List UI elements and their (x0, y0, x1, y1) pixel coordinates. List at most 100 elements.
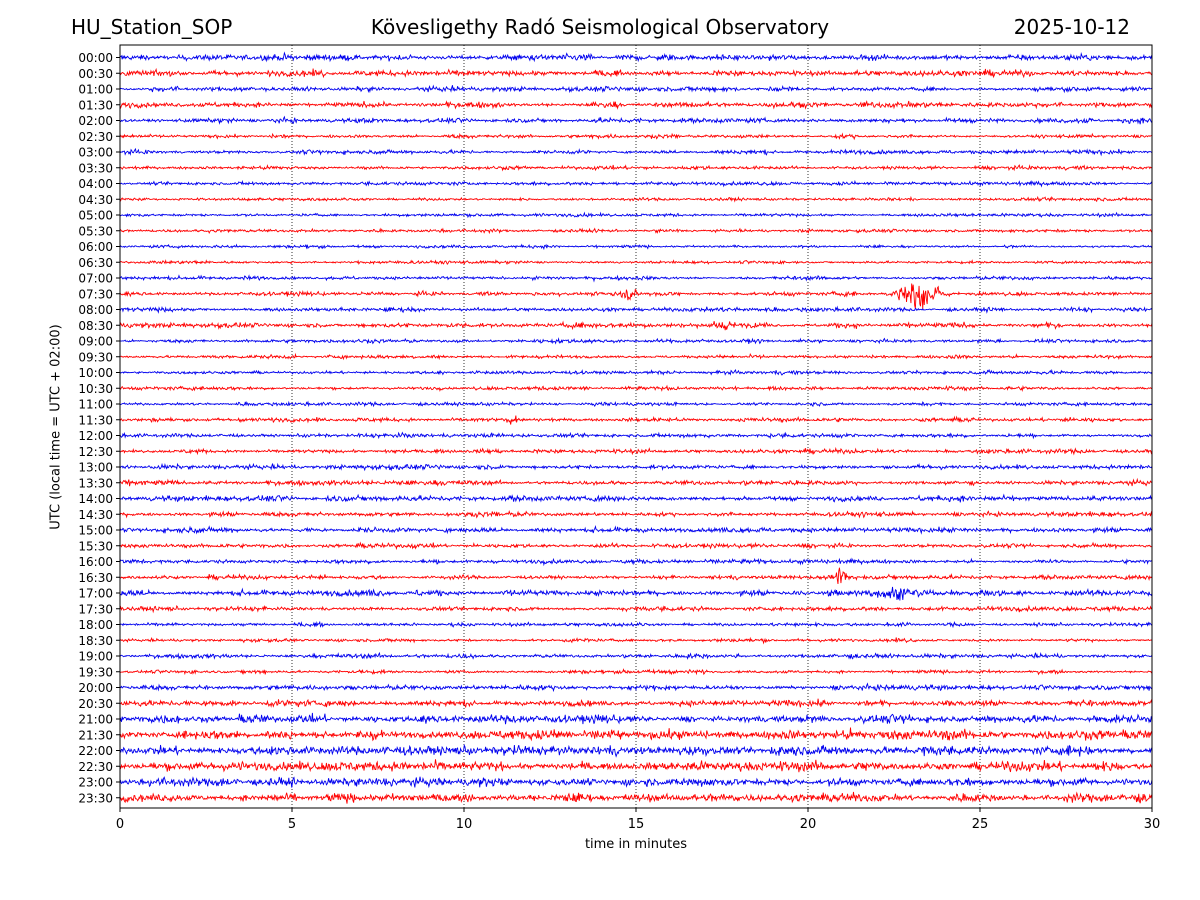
x-tick-label: 0 (116, 817, 124, 832)
trace-0230 (119, 132, 1153, 141)
trace-1600 (119, 557, 1153, 567)
trace-2230 (119, 759, 1153, 773)
y-tick-label: 02:00 (78, 114, 113, 128)
y-tick-label: 01:30 (78, 98, 113, 112)
trace-0300 (119, 147, 1153, 157)
trace-0430 (119, 195, 1153, 203)
y-tick-label: 00:00 (78, 51, 113, 65)
trace-1630 (119, 567, 1153, 584)
trace-1430 (119, 509, 1153, 519)
y-tick-label: 00:30 (78, 67, 113, 81)
y-tick-label: 14:30 (78, 508, 113, 522)
trace-0330 (119, 164, 1153, 172)
y-tick-label: 23:00 (78, 776, 113, 790)
trace-1200 (119, 431, 1153, 440)
y-tick-label: 10:30 (78, 382, 113, 396)
trace-1130 (119, 415, 1153, 425)
y-tick-label: 05:00 (78, 209, 113, 223)
y-tick-label: 09:30 (78, 350, 113, 364)
trace-0200 (119, 115, 1153, 125)
trace-1830 (119, 636, 1153, 645)
y-tick-label: 03:30 (78, 161, 113, 175)
trace-1930 (119, 668, 1153, 676)
trace-1300 (119, 462, 1153, 472)
trace-0530 (119, 227, 1153, 235)
y-tick-label: 12:00 (78, 429, 113, 443)
trace-1900 (119, 651, 1153, 660)
y-axis-label-wrap: UTC (local time = UTC + 02:00) (41, 45, 71, 808)
trace-0100 (119, 84, 1153, 94)
y-tick-label: 11:00 (78, 398, 113, 412)
y-tick-label: 03:00 (78, 146, 113, 160)
x-tick-label: 10 (456, 817, 473, 832)
y-tick-label: 09:00 (78, 335, 113, 349)
trace-1100 (119, 400, 1153, 408)
y-tick-label: 08:30 (78, 319, 113, 333)
chart-title: Köveslig­ethy Radó Seismological Observa… (370, 15, 830, 39)
trace-2100 (119, 712, 1153, 725)
y-tick-label: 16:30 (78, 571, 113, 585)
y-tick-label: 18:00 (78, 618, 113, 632)
trace-1530 (120, 541, 1153, 551)
trace-0630 (119, 259, 1153, 266)
y-tick-label: 14:00 (78, 492, 113, 506)
x-tick-label: 30 (1144, 817, 1161, 832)
trace-0500 (119, 211, 1153, 219)
station-name: HU_Station_SOP (71, 15, 233, 39)
y-tick-label: 13:00 (78, 461, 113, 475)
y-tick-label: 23:30 (78, 791, 113, 805)
trace-0400 (119, 179, 1153, 188)
trace-2130 (119, 727, 1153, 742)
y-tick-label: 12:30 (78, 445, 113, 459)
trace-2000 (119, 682, 1153, 693)
y-tick-label: 18:30 (78, 634, 113, 648)
y-tick-label: 16:00 (78, 555, 113, 569)
y-tick-label: 11:30 (78, 413, 113, 427)
y-tick-label: 19:00 (78, 650, 113, 664)
y-tick-label: 19:30 (78, 665, 113, 679)
trace-1500 (119, 524, 1153, 535)
y-tick-label: 06:00 (78, 240, 113, 254)
trace-0730 (119, 283, 1153, 310)
y-tick-label: 07:30 (78, 287, 113, 301)
x-tick-label: 15 (628, 817, 645, 832)
y-tick-label: 01:00 (78, 83, 113, 97)
chart-date: 2025-10-12 (1013, 15, 1130, 39)
trace-2330 (119, 791, 1153, 804)
y-tick-label: 20:00 (78, 681, 113, 695)
trace-0130 (119, 100, 1153, 110)
trace-0700 (119, 274, 1153, 283)
y-tick-label: 10:00 (78, 366, 113, 380)
trace-2200 (119, 743, 1153, 758)
y-tick-label: 05:30 (78, 224, 113, 238)
trace-0930 (119, 352, 1153, 361)
x-tick-label: 20 (800, 817, 817, 832)
trace-0000 (119, 51, 1153, 63)
trace-1400 (119, 493, 1153, 503)
y-tick-label: 17:30 (78, 602, 113, 616)
y-tick-label: 07:00 (78, 272, 113, 286)
y-tick-label: 04:00 (78, 177, 113, 191)
trace-0030 (119, 67, 1153, 79)
trace-1800 (119, 620, 1153, 629)
y-axis-label: UTC (local time = UTC + 02:00) (48, 323, 64, 530)
x-tick-label: 5 (288, 817, 296, 832)
y-tick-label: 22:00 (78, 744, 113, 758)
trace-0600 (119, 243, 1153, 251)
trace-0800 (119, 305, 1153, 314)
y-tick-label: 13:30 (78, 476, 113, 490)
y-tick-label: 20:30 (78, 697, 113, 711)
trace-1730 (119, 604, 1153, 614)
y-tick-label: 15:00 (78, 524, 113, 538)
y-tick-label: 17:00 (78, 587, 113, 601)
trace-1330 (119, 477, 1153, 488)
y-tick-label: 15:30 (78, 539, 113, 553)
y-tick-label: 02:30 (78, 130, 113, 144)
y-tick-label: 08:00 (78, 303, 113, 317)
trace-0830 (119, 320, 1153, 331)
y-tick-label: 04:30 (78, 193, 113, 207)
y-tick-label: 06:30 (78, 256, 113, 270)
trace-0900 (119, 337, 1153, 345)
trace-1030 (119, 384, 1153, 392)
